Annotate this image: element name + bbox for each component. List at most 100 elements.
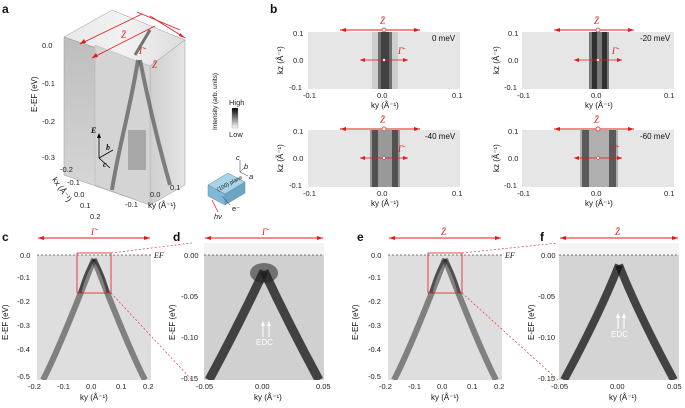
d-ytick: -0.15 [181, 374, 199, 383]
e-xtick: 0.2 [494, 382, 505, 391]
d-ytick: -0.10 [181, 333, 199, 342]
b1-xlabel: ky (Å⁻¹) [371, 101, 399, 110]
d-title: Γ̄ [262, 227, 268, 237]
e-xtick: 0.0 [437, 382, 448, 391]
a-ky-label: ky (Å⁻¹) [148, 201, 176, 210]
c-ytick: -0.3 [17, 321, 30, 330]
crystal-b-label: b [244, 162, 249, 171]
crystal-c-label: c [236, 153, 240, 162]
photon-label: hν [214, 212, 222, 221]
b2-z-label: Z̄ [594, 16, 600, 26]
b3-gamma-label: Γ̄ [398, 144, 404, 154]
a-z-top-label: Z̄ [121, 30, 127, 40]
colorbar-low-label: Low [229, 130, 243, 139]
b3-ytick: 0.1 [293, 127, 304, 136]
a-kx-tick: -0.2 [60, 165, 73, 174]
b2-xtick: 0.1 [664, 91, 675, 100]
f-xtick: 0.05 [667, 382, 682, 391]
c-ytick: -0.2 [17, 297, 30, 306]
a-ytick: -0.3 [42, 153, 55, 162]
e-ytick: 0.0 [371, 251, 382, 260]
a-b-axis-label: b [106, 143, 110, 152]
b4-gamma-label: Γ̄ [612, 144, 618, 154]
c-xtick: -0.2 [28, 382, 41, 391]
a-ytick: 0.0 [42, 41, 53, 50]
e-ytick: -0.5 [368, 372, 381, 381]
arpes-cut-z [388, 243, 502, 380]
a-z-bottom-label: Z̄ [152, 60, 158, 70]
b1-ytick: 0.1 [293, 29, 304, 38]
a-ky-tick: 0.0 [150, 190, 161, 199]
f-ytick: 0.00 [541, 251, 556, 260]
e-xtick: -0.1 [408, 382, 421, 391]
b1-z-label: Z̄ [380, 16, 386, 26]
b1-energy: 0 meV [432, 34, 456, 43]
a-kx-tick: 0.1 [80, 201, 91, 210]
kz-ky-map-0meV [308, 32, 460, 89]
e-xlabel: ky (Å⁻¹) [431, 393, 459, 402]
a-ytick: -0.1 [42, 79, 55, 88]
b2-ytick: 0.0 [508, 56, 519, 65]
b2-gamma-label: Γ̄ [612, 46, 618, 56]
e-xtick: 0.1 [467, 382, 478, 391]
e-ytick: -0.4 [368, 345, 381, 354]
d-ytick: 0.00 [184, 251, 199, 260]
b2-energy: -20 meV [640, 34, 671, 43]
b3-ytick: 0.0 [293, 154, 304, 163]
electron-label: e⁻ [232, 204, 241, 213]
b4-xtick: 0.0 [591, 189, 602, 198]
a-c-axis-label: c [103, 160, 107, 169]
b4-ytick: -0.1 [504, 181, 517, 190]
b3-xlabel: ky (Å⁻¹) [371, 199, 399, 208]
d-xtick: 0.05 [316, 382, 331, 391]
d-edc-label: EDC [256, 338, 273, 347]
b2-xlabel: ky (Å⁻¹) [585, 101, 613, 110]
e-ytick: -0.1 [368, 273, 381, 282]
f-xtick: -0.05 [551, 382, 569, 391]
e-ef-label: EF [505, 251, 515, 260]
b4-ytick: 0.1 [508, 127, 519, 136]
c-xtick: 0.2 [143, 382, 154, 391]
b4-energy: -60 meV [640, 132, 671, 141]
arpes-cut-gamma [37, 243, 151, 380]
d-ytick: -0.05 [181, 292, 199, 301]
c-xlabel: ky (Å⁻¹) [80, 393, 108, 402]
a-ky-tick: -0.1 [125, 200, 138, 209]
a-e-axis-label: E [91, 126, 97, 135]
b2-ytick: 0.1 [508, 29, 519, 38]
b1-ytick: -0.1 [289, 83, 302, 92]
b3-energy: -40 meV [425, 132, 456, 141]
f-xlabel: ky (Å⁻¹) [609, 393, 637, 402]
panel-label-a: a [2, 2, 9, 16]
b4-xtick: 0.1 [664, 189, 675, 198]
b1-xtick: 0.1 [452, 91, 463, 100]
b1-xtick: 0.0 [377, 91, 388, 100]
crystal-a-label: a [249, 172, 254, 181]
a-gamma-label: Γ̄ [139, 46, 145, 56]
c-xtick: 0.0 [86, 382, 97, 391]
c-title: Γ̄ [91, 227, 97, 237]
d-xlabel: ky (Å⁻¹) [254, 393, 282, 402]
a-kx-tick: 0.2 [90, 212, 101, 221]
b3-z-label: Z̄ [380, 115, 386, 125]
kz-ky-map-minus20meV [522, 32, 674, 89]
c-ytick: -0.5 [17, 372, 30, 381]
b4-ytick: 0.0 [508, 154, 519, 163]
a-ky-tick: 0.1 [170, 183, 181, 192]
e-title: Z̄ [441, 227, 447, 237]
c-xtick: -0.1 [57, 382, 70, 391]
arpes-zoom-gamma [204, 243, 324, 380]
b4-z-label: Z̄ [594, 115, 600, 125]
c-ytick: 0.0 [20, 251, 31, 260]
b1-ytick: 0.0 [293, 56, 304, 65]
b4-xtick: -0.1 [517, 189, 530, 198]
e-ytick: -0.3 [368, 321, 381, 330]
a-ytick: -0.2 [42, 117, 55, 126]
b3-xtick: -0.1 [303, 189, 316, 198]
panel-label-e: e [357, 230, 364, 244]
